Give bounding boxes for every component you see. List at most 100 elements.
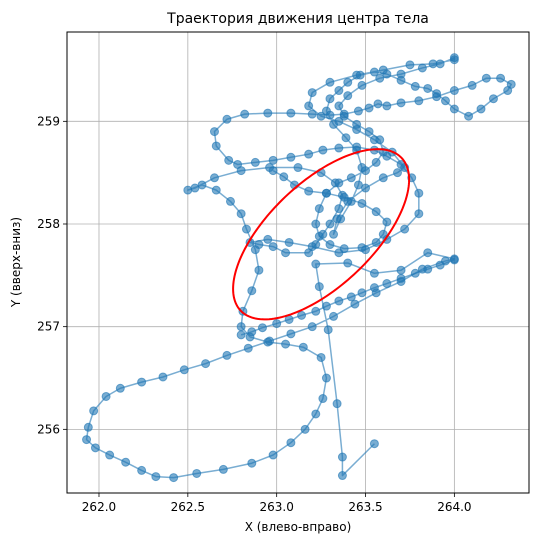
data-point	[369, 283, 379, 293]
data-point	[321, 188, 331, 198]
data-point	[286, 438, 296, 448]
y-tick-label: 257	[37, 320, 60, 334]
y-tick-label: 256	[37, 422, 60, 436]
data-point	[396, 69, 406, 79]
data-point	[357, 80, 367, 90]
data-point	[101, 391, 111, 401]
chart-title: Траектория движения центра тела	[166, 11, 429, 27]
data-point	[410, 268, 420, 278]
data-point	[371, 157, 381, 167]
data-point	[297, 310, 307, 320]
data-point	[281, 248, 291, 258]
data-point	[337, 452, 347, 462]
data-point	[346, 173, 356, 183]
data-point	[316, 352, 326, 362]
data-point	[417, 63, 427, 73]
data-point	[334, 204, 344, 214]
data-point	[286, 329, 296, 339]
data-point	[382, 279, 392, 289]
x-tick-label: 263.5	[348, 500, 382, 514]
data-point	[332, 214, 342, 224]
data-point	[325, 240, 335, 250]
data-point	[304, 149, 314, 159]
data-point	[435, 260, 445, 270]
data-point	[332, 399, 342, 409]
x-axis-ticks: 262.0 262.5 263.0 263.5 264.0	[82, 493, 472, 514]
x-axis-label: X (влево-вправо)	[245, 520, 352, 534]
data-point	[218, 464, 228, 474]
data-point	[364, 103, 374, 113]
data-point	[378, 65, 388, 75]
data-point	[323, 325, 333, 335]
data-point	[190, 183, 200, 193]
data-point	[334, 178, 344, 188]
data-point	[325, 219, 335, 229]
data-point	[334, 143, 344, 153]
data-point	[179, 365, 189, 375]
data-point	[225, 196, 235, 206]
data-point	[334, 296, 344, 306]
data-point	[432, 89, 442, 99]
data-point	[286, 152, 296, 162]
data-point	[321, 301, 331, 311]
data-point	[329, 311, 339, 321]
data-point	[241, 224, 251, 234]
data-point	[321, 373, 331, 383]
confidence-ellipse	[232, 148, 411, 321]
data-point	[375, 135, 385, 145]
data-point	[361, 166, 371, 176]
data-point	[449, 53, 459, 63]
data-point	[158, 372, 168, 382]
x-tick-label: 264.0	[437, 500, 471, 514]
data-point	[371, 237, 381, 247]
data-point	[254, 265, 264, 275]
data-point	[311, 409, 321, 419]
data-point	[268, 155, 278, 165]
data-point	[314, 282, 324, 292]
data-point	[400, 224, 410, 234]
data-point	[90, 443, 100, 453]
data-point	[339, 244, 349, 254]
data-point	[405, 60, 415, 70]
data-point	[467, 80, 477, 90]
data-point	[414, 96, 424, 106]
data-point	[334, 116, 344, 126]
data-point	[449, 104, 459, 114]
data-point	[247, 458, 257, 468]
data-point	[247, 286, 257, 296]
y-tick-label: 258	[37, 217, 60, 231]
confidence-ellipse-layer	[232, 148, 411, 321]
plot-frame	[66, 31, 530, 494]
data-point	[375, 73, 385, 83]
data-point	[423, 264, 433, 274]
data-point	[334, 86, 344, 96]
data-point	[410, 81, 420, 91]
data-point	[423, 83, 433, 93]
data-point	[201, 359, 211, 369]
data-point	[304, 101, 314, 111]
data-point	[209, 127, 219, 137]
data-point	[211, 141, 221, 151]
data-point	[236, 209, 246, 219]
data-point	[169, 473, 179, 483]
data-point	[382, 101, 392, 111]
data-point	[396, 98, 406, 108]
data-point	[350, 299, 360, 309]
data-point	[369, 67, 379, 77]
data-point	[414, 188, 424, 198]
data-point	[353, 106, 363, 116]
data-point	[314, 231, 324, 241]
data-point	[414, 209, 424, 219]
data-point	[222, 114, 232, 124]
data-point	[396, 273, 406, 283]
data-point	[334, 101, 344, 111]
data-point	[378, 229, 388, 239]
data-point	[115, 383, 125, 393]
data-point	[503, 86, 513, 96]
data-point	[268, 450, 278, 460]
data-point	[254, 240, 264, 250]
data-point	[449, 255, 459, 265]
data-point	[272, 319, 282, 329]
data-point	[257, 323, 267, 333]
data-point	[343, 77, 353, 87]
